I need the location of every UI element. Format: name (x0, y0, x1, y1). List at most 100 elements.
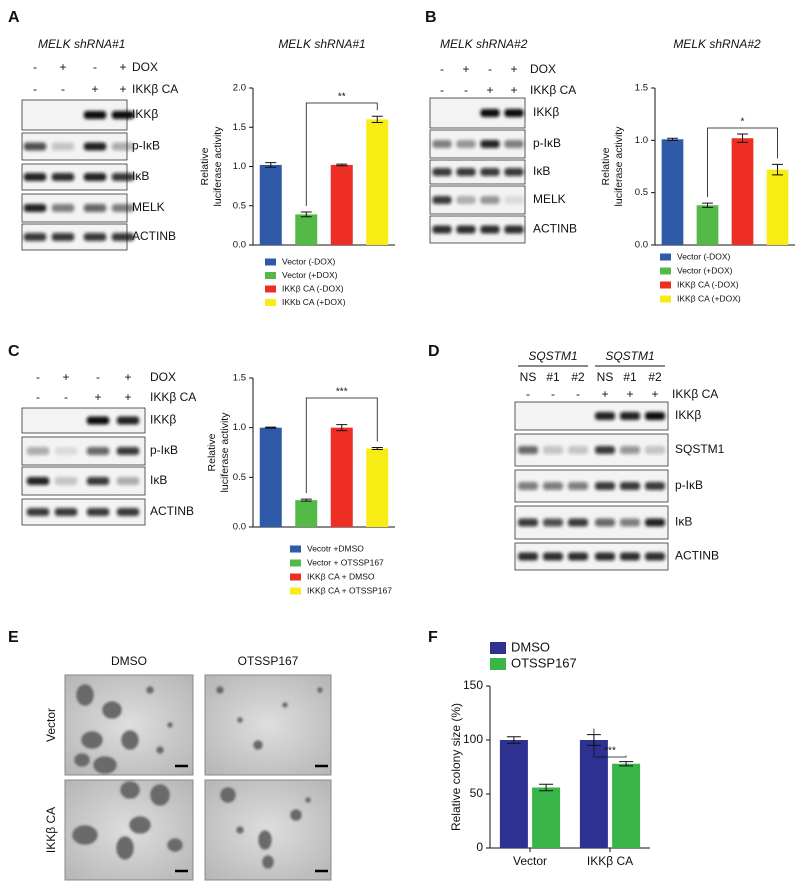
legend-label: IKKβ CA + DMSO (307, 571, 375, 581)
legend-label: IKKβ CA (-DOX) (677, 279, 739, 289)
significance-label: ** (338, 92, 346, 103)
y-axis-label: Relative colony size (%) (449, 703, 463, 831)
bar (532, 787, 561, 848)
chart-title: MELK shRNA#2 (673, 37, 761, 51)
error-bar (737, 133, 748, 143)
blot-label: p-IκB (675, 478, 703, 492)
condition-sign: - (488, 62, 492, 76)
blot-label: IκB (150, 473, 167, 487)
blot-label: IKKβ (132, 107, 158, 121)
blot-band (51, 204, 75, 212)
bar (696, 205, 719, 245)
blot-band (620, 482, 640, 490)
bar (579, 740, 608, 848)
legend-swatch (660, 267, 671, 275)
y-axis-label: luciferase activity (613, 126, 625, 207)
bar (295, 500, 318, 527)
blot-band (595, 482, 615, 490)
condition-sign: - (33, 60, 37, 74)
condition-sign: + (62, 370, 69, 384)
condition-label: IKKβ CA (672, 387, 718, 401)
legend-label: DMSO (511, 639, 550, 654)
condition-sign: - (551, 387, 555, 401)
blot-band (86, 508, 110, 516)
bar (330, 164, 353, 245)
significance-label: *** (604, 746, 616, 757)
blot-band (26, 447, 50, 455)
y-tick-label: 1.0 (635, 135, 648, 146)
condition-sign: + (119, 82, 126, 96)
blot-band (111, 233, 135, 241)
blot-label: MELK (533, 192, 566, 206)
column-label: OTSSP167 (238, 654, 299, 668)
error-bar (336, 424, 348, 432)
blot-band (116, 416, 140, 425)
blot-band (116, 508, 140, 516)
bar (731, 138, 754, 245)
error-bar (300, 498, 312, 502)
condition-sign: - (36, 390, 40, 404)
blot-band (480, 225, 500, 234)
blot-band (518, 446, 538, 454)
y-tick-label: 50 (470, 786, 484, 800)
condition-sign: + (510, 62, 517, 76)
lane-label: #2 (571, 370, 585, 384)
bar (766, 169, 789, 245)
error-bar (702, 202, 713, 208)
condition-sign: - (64, 390, 68, 404)
row-label: IKKβ CA (44, 807, 58, 853)
column-label: DMSO (111, 654, 147, 668)
blot-band (543, 482, 563, 490)
error-bar (619, 761, 634, 767)
bar (295, 214, 318, 245)
condition-label: DOX (150, 370, 176, 384)
blot-band (620, 552, 640, 561)
blot-band (83, 204, 107, 212)
blot-band (518, 552, 538, 561)
blot-band (620, 518, 640, 527)
panel-letter: D (428, 343, 440, 360)
legend-label: Vector (-DOX) (282, 256, 336, 266)
y-tick-label: 0.0 (233, 522, 246, 533)
blot-label: IκB (675, 515, 692, 529)
blot-band (595, 446, 615, 454)
blot-band (51, 233, 75, 241)
x-tick-label: IKKβ CA (587, 854, 633, 868)
blot-band (86, 477, 110, 485)
y-axis-label: Relative (199, 147, 211, 185)
significance-bracket (593, 728, 627, 758)
condition-label: IKKβ CA (132, 82, 178, 96)
error-bar (300, 211, 312, 218)
lane-label: #1 (546, 370, 560, 384)
blot-frame (514, 401, 669, 431)
legend-swatch (265, 258, 276, 266)
condition-sign: + (510, 83, 517, 97)
blot-label: IKKβ (675, 408, 701, 422)
condition-sign: - (33, 82, 37, 96)
blot-band (543, 446, 563, 454)
blot-label: ACTINB (675, 549, 719, 563)
legend-swatch (490, 658, 506, 670)
blot-band (480, 109, 500, 117)
blot-frame (514, 433, 669, 467)
condition-sign: + (119, 60, 126, 74)
y-tick-label: 1.5 (233, 122, 246, 133)
blot-band (620, 412, 640, 420)
blot-label: ACTINB (150, 504, 194, 518)
blot-frame (514, 469, 669, 503)
bar (366, 119, 389, 245)
condition-label: DOX (530, 62, 556, 76)
y-tick-label: 2.0 (233, 83, 246, 94)
panel-letter: C (8, 343, 20, 360)
blot-band (620, 446, 640, 454)
blot-band (645, 412, 665, 420)
blot-band (26, 508, 50, 516)
blot-band (456, 168, 476, 176)
blot-band (480, 196, 500, 204)
blot-label: IκB (132, 169, 149, 183)
bar (259, 164, 282, 245)
error-bar (506, 736, 521, 744)
condition-sign: + (91, 82, 98, 96)
bar (366, 448, 389, 527)
